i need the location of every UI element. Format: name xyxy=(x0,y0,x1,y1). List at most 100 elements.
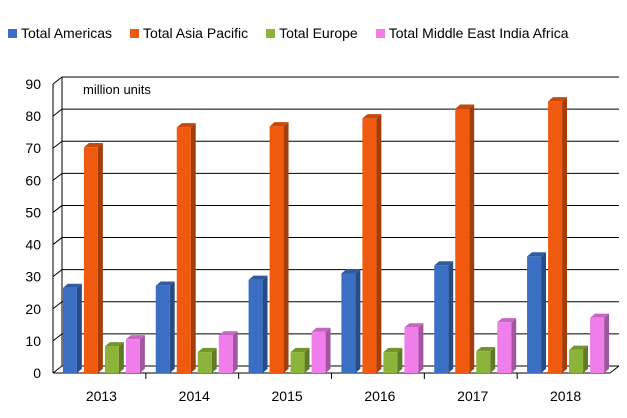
grid-diagonal xyxy=(52,301,63,310)
grid-diagonal xyxy=(52,237,63,245)
bar-front xyxy=(155,285,170,373)
bar-total-americas-2017 xyxy=(434,261,454,373)
bar-side xyxy=(232,331,238,373)
bar-total-asia-pacific-2015 xyxy=(269,122,289,374)
bar-total-americas-2015 xyxy=(248,275,268,373)
bar-total-europe-2018 xyxy=(569,345,589,373)
bar-side xyxy=(355,269,361,373)
bar-front xyxy=(83,147,98,373)
floor-edge xyxy=(609,365,620,374)
y-tick-label: 20 xyxy=(25,301,41,317)
bar-total-europe-2015 xyxy=(290,347,310,373)
bar-top xyxy=(341,269,361,274)
legend-item-total-europe: Total Europe xyxy=(266,25,358,41)
y-tick-label: 0 xyxy=(33,365,41,381)
bar-side xyxy=(418,323,424,373)
legend-item-total-americas: Total Americas xyxy=(8,25,112,41)
bar-top xyxy=(248,275,268,280)
bar-front xyxy=(434,265,449,373)
bar-side xyxy=(376,114,382,374)
bar-total-americas-2018 xyxy=(527,252,547,373)
legend-item-total-middle-east-india-africa: Total Middle East India Africa xyxy=(375,25,569,41)
bar-top xyxy=(83,143,103,148)
x-tick-label: 2018 xyxy=(550,388,581,404)
legend-swatch xyxy=(130,28,140,38)
bar-side xyxy=(397,347,403,373)
bar-front xyxy=(497,322,512,373)
bar-top xyxy=(548,97,568,102)
bar-front xyxy=(527,256,542,373)
bar-front xyxy=(476,351,491,373)
bar-front xyxy=(290,352,305,373)
bar-top xyxy=(362,114,382,119)
bar-side xyxy=(211,347,217,373)
legend: Total Americas Total Asia Pacific Total Eu… xyxy=(8,24,623,42)
bar-front xyxy=(197,352,212,373)
bar-front xyxy=(176,127,191,373)
y-tick-label: 30 xyxy=(25,269,41,285)
bar-side xyxy=(469,104,475,373)
bar-total-asia-pacific-2016 xyxy=(362,114,382,374)
legend-label: Total Asia Pacific xyxy=(143,25,249,41)
bar-total-asia-pacific-2014 xyxy=(176,123,196,374)
bar-total-middle-east-india-africa-2014 xyxy=(218,331,238,373)
bar-top xyxy=(455,104,475,109)
bar-side xyxy=(541,252,547,373)
legend-label: Total Middle East India Africa xyxy=(388,25,569,41)
bar-side xyxy=(139,335,145,373)
bar-front xyxy=(362,118,377,373)
grid-diagonal xyxy=(52,269,63,278)
bar-side xyxy=(562,97,568,373)
bar-top xyxy=(590,313,610,318)
bar-side xyxy=(325,327,331,373)
bar-front xyxy=(590,317,605,373)
bar-top xyxy=(497,318,517,323)
bar-side xyxy=(262,275,268,373)
legend-label: Total Europe xyxy=(279,25,358,41)
bar-side xyxy=(76,283,82,373)
bar-top xyxy=(155,281,175,286)
bar-front xyxy=(125,339,140,373)
bar-total-middle-east-india-africa-2018 xyxy=(590,313,610,373)
grid-diagonal xyxy=(52,205,63,213)
bar-total-europe-2016 xyxy=(383,347,403,373)
bar-front xyxy=(341,273,356,373)
bar-front xyxy=(548,101,563,373)
bar-total-middle-east-india-africa-2015 xyxy=(311,327,331,373)
grid-diagonal xyxy=(52,365,63,374)
bar-front xyxy=(455,108,470,373)
bar-total-americas-2013 xyxy=(62,283,82,373)
bar-top xyxy=(569,345,589,350)
bar-side xyxy=(490,346,496,373)
grid-diagonal xyxy=(52,172,63,181)
bar-side xyxy=(583,345,589,373)
bar-total-americas-2016 xyxy=(341,269,361,373)
bar-top xyxy=(104,342,124,347)
bar-total-middle-east-india-africa-2017 xyxy=(497,318,517,373)
bar-top xyxy=(125,335,145,340)
bar-side xyxy=(283,122,289,373)
grid-diagonal xyxy=(52,76,63,85)
grid xyxy=(52,76,619,374)
grid-diagonal xyxy=(52,108,63,117)
x-tick-label: 2014 xyxy=(179,388,210,404)
bar-total-asia-pacific-2013 xyxy=(83,143,103,373)
y-tick-label: 90 xyxy=(25,76,41,92)
bar-front xyxy=(311,331,326,373)
bar-total-middle-east-india-africa-2016 xyxy=(404,323,424,373)
bar-side xyxy=(448,261,454,373)
bars xyxy=(62,97,610,374)
bar-total-europe-2013 xyxy=(104,342,124,373)
grid-diagonal xyxy=(52,333,63,342)
legend-item-total-asia-pacific: Total Asia Pacific xyxy=(130,25,248,41)
x-tick-label: 2015 xyxy=(272,388,303,404)
bar-total-americas-2014 xyxy=(155,281,175,373)
bar-top xyxy=(404,323,424,328)
labels: 0 10 20 30 40 50 60 70 80 90 million units 2013 2014… xyxy=(25,76,581,404)
bar-side xyxy=(190,123,196,374)
y-tick-label: 80 xyxy=(25,108,41,124)
bar-total-asia-pacific-2017 xyxy=(455,104,475,373)
bar-top xyxy=(62,283,82,288)
bar-top xyxy=(311,327,331,332)
